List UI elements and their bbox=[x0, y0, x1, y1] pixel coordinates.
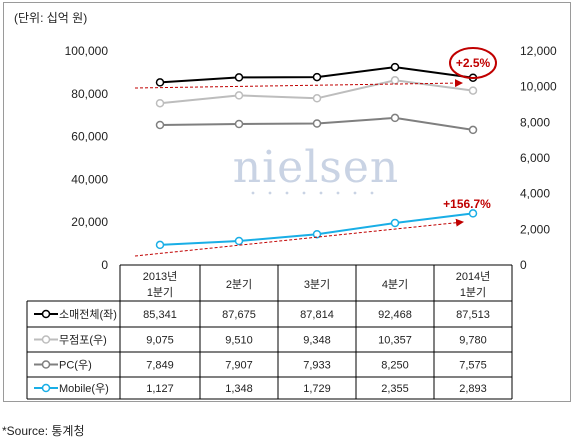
data-cell: 2,355 bbox=[381, 383, 409, 395]
data-point bbox=[155, 240, 165, 250]
y-right-tick-label: 8,000 bbox=[520, 115, 550, 129]
category-label: 3분기 bbox=[304, 278, 330, 291]
data-point bbox=[234, 73, 244, 82]
data-cell: 7,933 bbox=[303, 360, 331, 372]
data-point bbox=[390, 113, 400, 123]
watermark-dot bbox=[370, 191, 374, 195]
category-label: 4분기 bbox=[382, 278, 408, 291]
data-point bbox=[468, 86, 478, 95]
watermark-dot bbox=[268, 191, 272, 195]
data-cell: 7,849 bbox=[146, 360, 174, 372]
data-cell: 92,468 bbox=[378, 309, 412, 321]
legend-marker bbox=[41, 360, 51, 369]
data-point bbox=[468, 125, 478, 135]
y-right-tick-label: 0 bbox=[520, 258, 527, 272]
y-right-tick-label: 4,000 bbox=[520, 187, 550, 201]
watermark-dot bbox=[251, 191, 255, 195]
unit-label: (단위: 십억 원) bbox=[14, 11, 88, 25]
y-right-tick-label: 2,000 bbox=[520, 222, 550, 236]
series-line bbox=[159, 212, 474, 246]
data-point bbox=[312, 72, 322, 82]
data-point bbox=[234, 91, 244, 100]
y-left-tick-label: 40,000 bbox=[71, 172, 108, 186]
data-cell: 2,893 bbox=[459, 383, 487, 395]
source-note: *Source: 통계청 bbox=[2, 424, 85, 438]
trend-arrow-mobile bbox=[134, 218, 464, 257]
data-point bbox=[390, 62, 400, 72]
data-cell: 7,575 bbox=[459, 360, 487, 372]
y-left-tick-label: 100,000 bbox=[65, 44, 109, 58]
annotation-total-growth: +2.5% bbox=[456, 56, 491, 70]
data-cell: 87,675 bbox=[222, 309, 256, 321]
data-cell: 10,357 bbox=[378, 335, 412, 347]
watermark-dot bbox=[285, 191, 289, 195]
y-left-tick-label: 20,000 bbox=[71, 215, 108, 229]
trend-arrow-total bbox=[134, 79, 463, 89]
legend-label: PC(우) bbox=[59, 359, 92, 372]
data-point bbox=[312, 229, 322, 239]
data-point bbox=[312, 119, 322, 128]
category-label: 1분기 bbox=[147, 286, 173, 299]
watermark-dot bbox=[302, 191, 306, 195]
data-point bbox=[234, 119, 244, 129]
legend-label: 무점포(우) bbox=[59, 334, 107, 347]
watermark-dot bbox=[336, 191, 340, 195]
watermark-dot bbox=[353, 191, 357, 195]
data-cell: 9,075 bbox=[146, 335, 174, 347]
data-point bbox=[312, 94, 322, 103]
data-point bbox=[155, 120, 165, 130]
data-point bbox=[390, 76, 400, 85]
annotation-circle bbox=[449, 47, 497, 79]
category-label: 1분기 bbox=[460, 286, 486, 299]
data-cell: 1,127 bbox=[146, 383, 174, 395]
data-cell: 85,341 bbox=[143, 309, 177, 321]
data-point bbox=[155, 78, 165, 87]
data-point bbox=[468, 209, 478, 218]
y-right-tick-label: 10,000 bbox=[520, 80, 557, 94]
category-label: 2014년 bbox=[456, 270, 491, 283]
data-cell: 9,780 bbox=[459, 335, 487, 347]
annotation-mobile-growth: +156.7% bbox=[443, 197, 491, 211]
data-cell: 7,907 bbox=[225, 360, 253, 372]
category-label: 2분기 bbox=[226, 278, 252, 291]
data-point bbox=[390, 218, 400, 228]
watermark-dot bbox=[319, 191, 323, 195]
data-point bbox=[234, 236, 244, 246]
data-cell: 1,348 bbox=[225, 383, 253, 395]
data-cell: 87,513 bbox=[456, 309, 490, 321]
legend-marker bbox=[41, 383, 51, 393]
legend-marker bbox=[41, 335, 51, 344]
y-right-tick-label: 6,000 bbox=[520, 151, 550, 165]
legend-marker bbox=[41, 309, 51, 319]
legend-label: Mobile(우) bbox=[59, 382, 109, 395]
chart-frame bbox=[3, 2, 571, 402]
y-left-tick-label: 0 bbox=[101, 258, 108, 272]
category-label: 2013년 bbox=[143, 270, 178, 283]
data-cell: 87,814 bbox=[300, 309, 334, 321]
data-cell: 8,250 bbox=[381, 360, 409, 372]
data-point bbox=[155, 98, 165, 108]
y-left-tick-label: 60,000 bbox=[71, 130, 108, 144]
data-cell: 9,510 bbox=[225, 335, 253, 347]
watermark-logo: nielsen bbox=[233, 142, 399, 193]
y-right-tick-label: 12,000 bbox=[520, 44, 557, 58]
data-cell: 9,348 bbox=[303, 335, 331, 347]
y-left-tick-label: 80,000 bbox=[71, 87, 108, 101]
legend-label: 소매전체(좌) bbox=[59, 308, 117, 321]
data-cell: 1,729 bbox=[303, 383, 331, 395]
